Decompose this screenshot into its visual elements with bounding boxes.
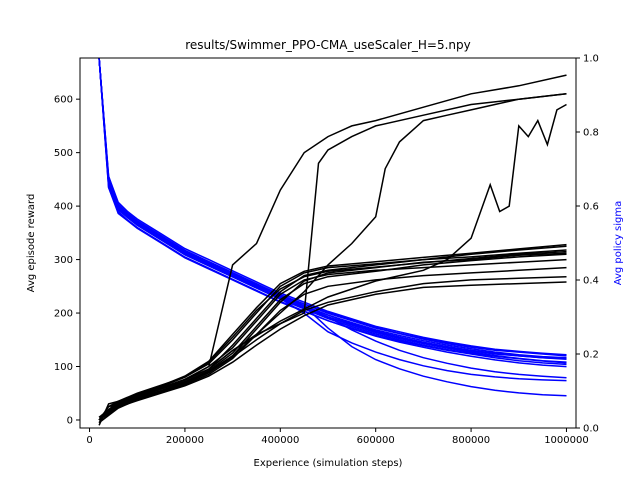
y-left-tick-label: 100 (54, 362, 73, 373)
x-tick-label: 200000 (166, 435, 204, 446)
x-axis: 0 200000 400000 600000 800000 1000000 (86, 428, 589, 446)
reward-series-line-13 (98, 281, 567, 421)
y-left-tick-label: 400 (54, 202, 73, 213)
x-tick-label: 600000 (357, 435, 395, 446)
x-tick-label: 400000 (261, 435, 299, 446)
y-left-tick-label: 500 (54, 148, 73, 159)
y-right-tick-label: 0.8 (583, 128, 599, 139)
y-right-tick-label: 1.0 (583, 54, 599, 65)
y-right-tick-label: 0.2 (583, 350, 599, 361)
y-right-tick-label: 0.4 (583, 276, 599, 287)
y-left-tick-label: 300 (54, 255, 73, 266)
y-left-tick-label: 0 (67, 415, 73, 426)
reward-series-line-12 (98, 275, 567, 421)
y-right-tick-label: 0.6 (583, 202, 599, 213)
x-tick-label: 0 (86, 435, 92, 446)
y-left-tick-label: 600 (54, 95, 73, 106)
reward-series-line-9 (98, 258, 567, 421)
reward-series-line-8 (98, 253, 567, 418)
x-axis-label: Experience (simulation steps) (254, 458, 403, 469)
plot-frame (79, 57, 577, 429)
y-axis-left-label: Avg episode reward (26, 194, 37, 293)
x-tick-label: 800000 (452, 435, 490, 446)
y-axis-right-label: Avg policy sigma (613, 201, 624, 286)
y-right-tick-label: 0.0 (583, 424, 599, 435)
chart-title: results/Swimmer_PPO-CMA_useScaler_H=5.np… (185, 38, 471, 52)
y-left-tick-label: 200 (54, 309, 73, 320)
reward-series-group (98, 74, 567, 426)
y-axis-right: 0.0 0.2 0.4 0.6 0.8 1.0 (576, 54, 599, 435)
reward-series-line-14 (98, 243, 567, 418)
reward-series-line-10 (98, 266, 567, 424)
x-tick-label: 1000000 (544, 435, 589, 446)
y-axis-left: 0 100 200 300 400 500 600 (54, 95, 80, 426)
reward-series-line-11 (98, 250, 567, 421)
